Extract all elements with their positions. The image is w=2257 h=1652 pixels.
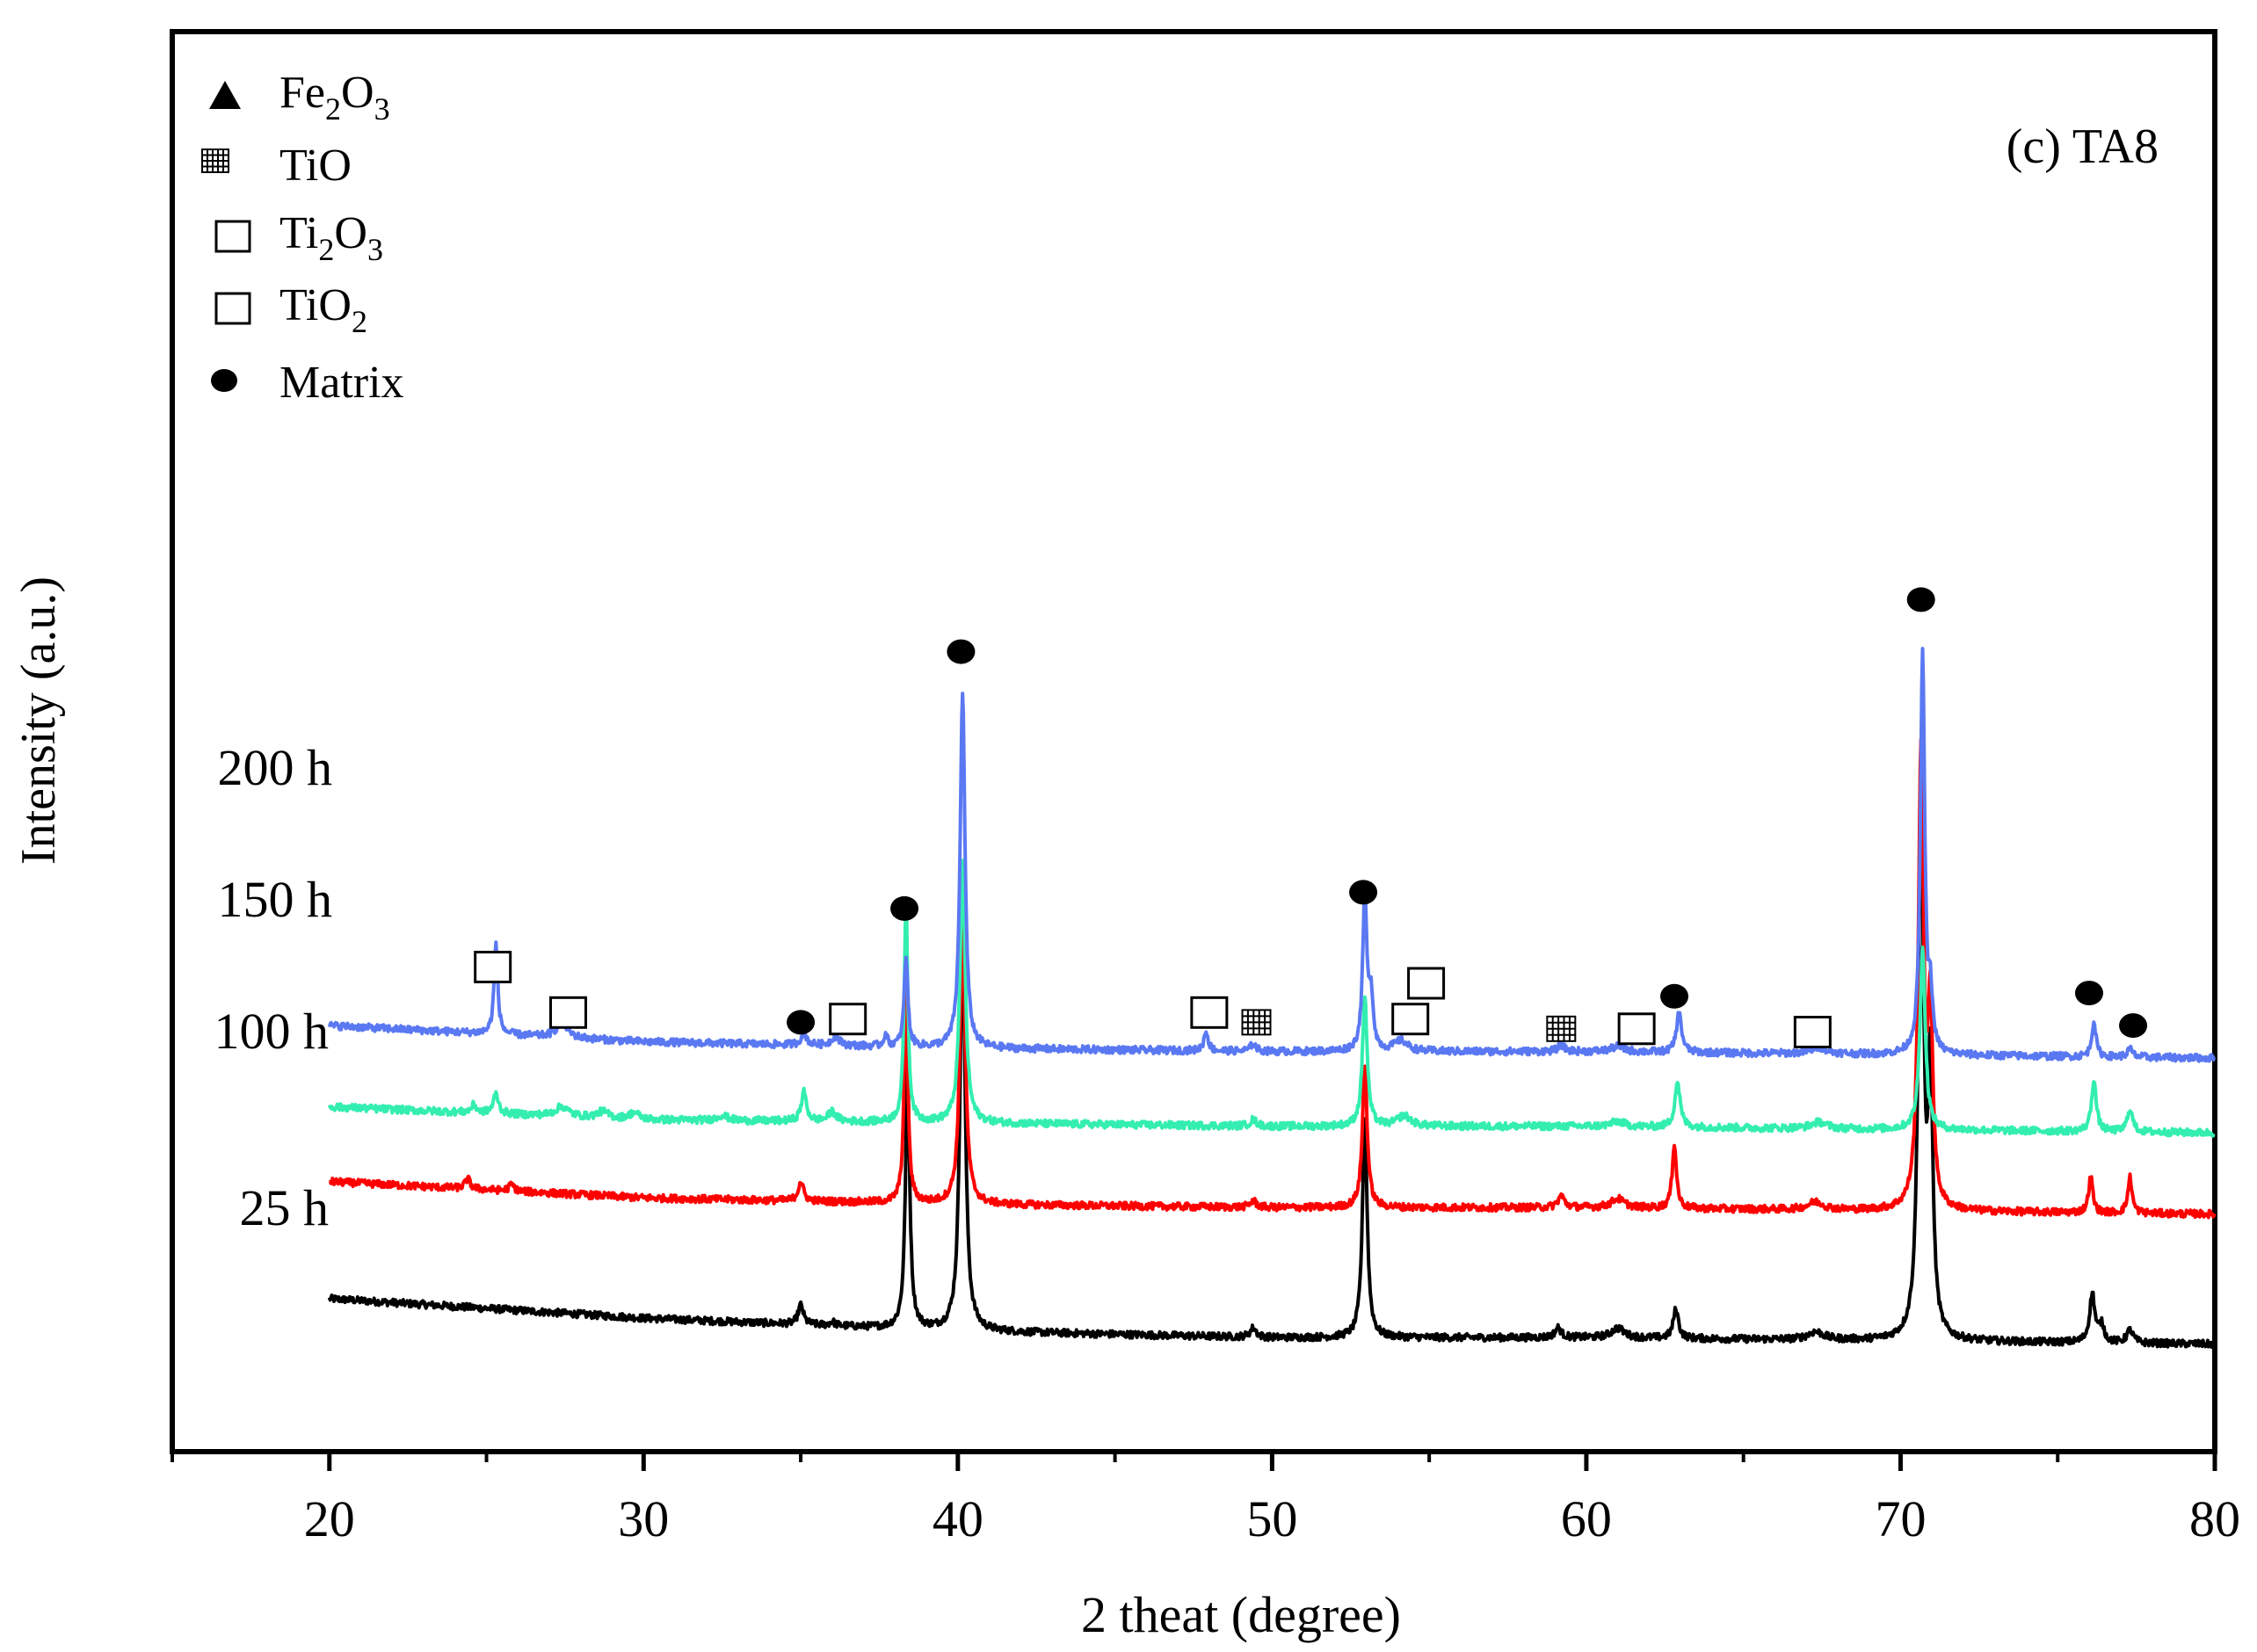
x-tick-label: 50	[1246, 1490, 1297, 1547]
triangle-icon	[209, 81, 241, 109]
marker-filled-circle	[787, 1010, 816, 1035]
square-icon	[214, 292, 251, 325]
series-label-150h: 150 h	[218, 871, 333, 928]
marker-open-square	[474, 951, 512, 983]
marker-filled-circle	[947, 639, 976, 664]
marker-filled-circle	[2074, 981, 2103, 1006]
series-label-100h: 100 h	[214, 1003, 330, 1060]
marker-filled-circle	[1349, 880, 1378, 905]
marker-open-square	[1190, 996, 1229, 1029]
panel-label: (c) TA8	[2007, 120, 2159, 174]
x-tick-label: 30	[618, 1490, 669, 1547]
legend-text-mid: O	[341, 68, 374, 118]
series-line-150h	[327, 859, 2217, 1138]
marker-open-square	[829, 1003, 867, 1036]
legend-item-fe2o3: Fe2O3	[209, 68, 390, 127]
grid-square-icon	[201, 149, 229, 173]
x-axis: 20 30 40 50 60 70 80	[171, 1452, 2240, 1547]
svg-text:Ti2O3: Ti2O3	[279, 208, 383, 267]
marker-filled-circle	[2119, 1013, 2148, 1039]
x-tick-label: 80	[2189, 1490, 2240, 1547]
marker-open-square	[548, 996, 587, 1029]
series-label-25h: 25 h	[240, 1179, 330, 1236]
legend-item-ti2o3: Ti2O3	[214, 208, 383, 267]
circle-icon	[211, 369, 237, 392]
series-line-100h	[328, 737, 2217, 1220]
marker-open-square	[1391, 1003, 1430, 1036]
legend-sub: 2	[325, 91, 341, 127]
series-layer	[327, 647, 2217, 1349]
legend-sub: 2	[352, 304, 367, 339]
marker-open-square	[1793, 1016, 1832, 1048]
legend-text: TiO	[279, 280, 352, 330]
x-tick-label: 20	[304, 1490, 355, 1547]
legend-text: Fe	[279, 68, 325, 118]
legend-text: Ti	[279, 208, 318, 258]
marker-grid-square	[1241, 1009, 1272, 1036]
marker-filled-circle	[1660, 983, 1689, 1009]
square-icon	[214, 220, 251, 253]
svg-text:Fe2O3: Fe2O3	[279, 68, 390, 127]
legend-sub: 2	[318, 232, 334, 267]
marker-open-square	[1407, 967, 1446, 1000]
series-line-200h	[327, 647, 2217, 1063]
marker-filled-circle	[890, 895, 919, 921]
marker-open-square	[1617, 1012, 1656, 1046]
legend-item-matrix: Matrix	[211, 358, 404, 408]
legend-item-tio: TiO	[201, 141, 352, 191]
marker-filled-circle	[1906, 587, 1935, 612]
x-tick-label: 70	[1875, 1490, 1926, 1547]
x-tick-label: 60	[1561, 1490, 1612, 1547]
series-label-200h: 200 h	[218, 739, 333, 796]
legend-text: Matrix	[279, 358, 404, 408]
legend: Fe2O3 TiO Ti2O3 TiO2 Matrix	[201, 68, 404, 408]
svg-text:TiO2: TiO2	[279, 280, 367, 339]
marker-grid-square	[1546, 1015, 1577, 1042]
x-tick-label: 40	[933, 1490, 983, 1547]
legend-text: TiO	[279, 141, 352, 191]
y-axis-title: Intensity (a.u.)	[11, 576, 66, 865]
x-axis-title: 2 theat (degree)	[1081, 1586, 1401, 1643]
peak-markers	[474, 587, 2148, 1048]
legend-sub: 3	[374, 91, 390, 127]
legend-item-tio2: TiO2	[214, 280, 367, 339]
legend-text-mid: O	[334, 208, 367, 258]
series-line-25h	[327, 785, 2217, 1349]
series-labels: 25 h 100 h 150 h 200 h	[214, 739, 333, 1236]
plot-frame	[170, 29, 2217, 1454]
legend-sub: 3	[367, 232, 383, 267]
